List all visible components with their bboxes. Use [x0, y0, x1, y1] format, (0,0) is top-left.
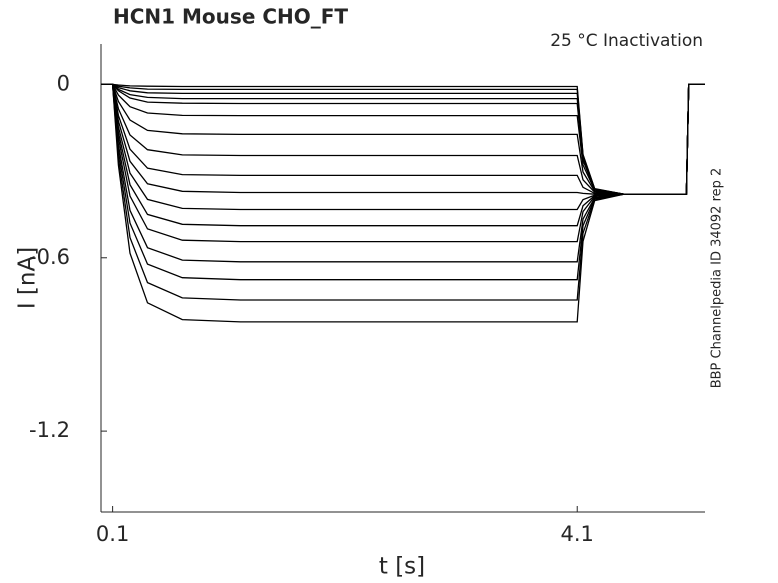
annotation: 25 °C Inactivation — [550, 31, 703, 51]
y-axis-label: I [nA] — [15, 247, 41, 309]
trace — [101, 83, 705, 195]
trace — [101, 83, 705, 195]
trace — [101, 83, 705, 195]
trace — [101, 83, 705, 195]
y-tick-label: 0 — [57, 71, 70, 95]
trace — [101, 83, 705, 195]
trace — [101, 83, 705, 195]
trace — [101, 83, 705, 243]
y-tick-label: -0.6 — [29, 245, 70, 269]
trace — [101, 83, 705, 195]
y-tick-label: -1.2 — [29, 418, 70, 442]
trace — [101, 83, 705, 195]
x-tick-label: 4.1 — [561, 522, 594, 546]
trace — [101, 83, 705, 263]
trace — [101, 83, 705, 195]
side-note: BBP Channelpedia ID 34092 rep 2 — [710, 168, 725, 389]
trace — [101, 83, 705, 323]
trace — [101, 83, 705, 195]
chart-title: HCN1 Mouse CHO_FT — [113, 5, 348, 29]
x-axis-label: t [s] — [379, 554, 425, 580]
x-tick-label: 0.1 — [96, 522, 129, 546]
trace — [101, 83, 705, 281]
